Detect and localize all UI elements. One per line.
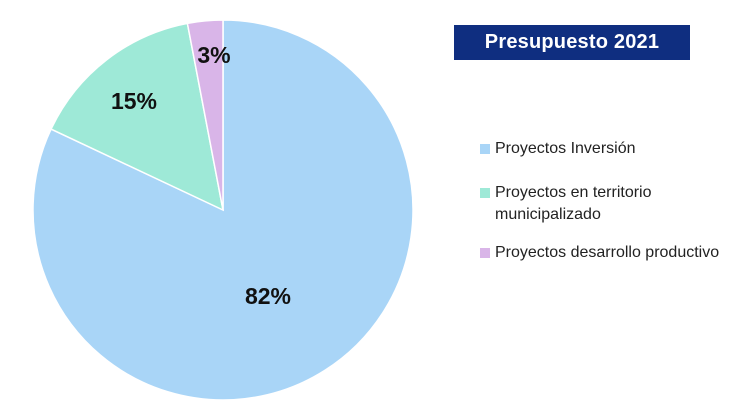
- legend-label: Proyectos en territorio municipalizado: [495, 184, 652, 223]
- pie-slice-desarrollo: [186, 19, 224, 211]
- legend: Proyectos Inversión Proyectos en territo…: [480, 138, 720, 280]
- legend-swatch-desarrollo: [480, 248, 490, 258]
- pie-label-territorio: 15%: [111, 88, 157, 114]
- chart-title: Presupuesto 2021: [454, 25, 690, 60]
- legend-item-desarrollo: Proyectos desarrollo productivo: [480, 242, 720, 264]
- legend-swatch-inversion: [480, 144, 490, 154]
- legend-label: Proyectos desarrollo productivo: [495, 244, 720, 261]
- legend-item-territorio: Proyectos en territorio municipalizado: [480, 182, 720, 226]
- legend-item-inversion: Proyectos Inversión: [480, 138, 720, 160]
- pie-slice-territorio: [50, 22, 225, 212]
- pie-label-desarrollo: 3%: [197, 42, 230, 68]
- legend-swatch-territorio: [480, 188, 490, 198]
- pie-label-inversion: 82%: [245, 283, 291, 309]
- legend-label: Proyectos Inversión: [495, 140, 636, 157]
